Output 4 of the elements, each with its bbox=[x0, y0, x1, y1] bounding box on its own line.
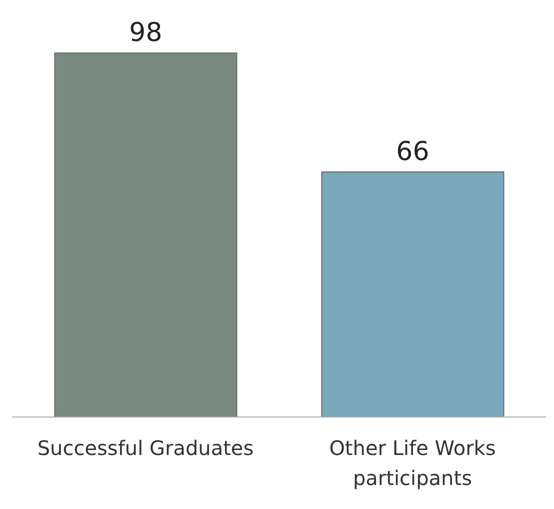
data-label: 66 bbox=[396, 136, 430, 167]
x-tick-label: Successful Graduates bbox=[37, 436, 254, 460]
data-label: 98 bbox=[129, 18, 162, 48]
x-tick-label: Other Life Works participants bbox=[329, 436, 496, 490]
